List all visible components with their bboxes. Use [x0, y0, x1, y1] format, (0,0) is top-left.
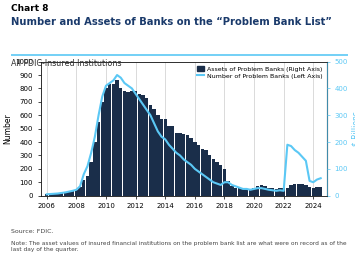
Bar: [149, 105, 152, 196]
Bar: [100, 102, 104, 196]
Bar: [134, 91, 137, 196]
Bar: [190, 138, 193, 196]
Bar: [160, 119, 163, 196]
Bar: [56, 193, 60, 196]
Bar: [130, 91, 133, 196]
Bar: [282, 188, 285, 196]
Text: Chart 8: Chart 8: [11, 4, 48, 13]
Bar: [212, 159, 215, 196]
Bar: [49, 194, 52, 196]
Bar: [278, 188, 282, 196]
Bar: [108, 84, 111, 196]
Bar: [315, 187, 319, 196]
Bar: [319, 187, 322, 196]
Bar: [75, 190, 78, 196]
Bar: [226, 181, 230, 196]
Bar: [82, 180, 86, 196]
Bar: [138, 94, 141, 196]
Bar: [241, 189, 245, 196]
Bar: [274, 189, 278, 196]
Bar: [89, 162, 93, 196]
Bar: [256, 185, 260, 196]
Bar: [230, 186, 234, 196]
Bar: [248, 190, 252, 196]
Bar: [286, 188, 289, 196]
Bar: [304, 185, 307, 196]
Bar: [289, 185, 293, 196]
Bar: [260, 185, 263, 196]
Bar: [97, 122, 100, 196]
Bar: [178, 133, 182, 196]
Bar: [293, 184, 296, 196]
Bar: [201, 149, 204, 196]
Text: Note: The asset values of insured financial institutions on the problem bank lis: Note: The asset values of insured financ…: [11, 241, 346, 252]
Bar: [182, 134, 185, 196]
Bar: [237, 188, 241, 196]
Bar: [208, 155, 211, 196]
Bar: [60, 193, 63, 196]
Bar: [204, 150, 208, 196]
Bar: [141, 95, 145, 196]
Y-axis label: $ Billions: $ Billions: [352, 111, 355, 146]
Bar: [308, 187, 311, 196]
Bar: [64, 192, 67, 196]
Bar: [156, 115, 159, 196]
Bar: [112, 84, 115, 196]
Bar: [45, 194, 48, 196]
Bar: [171, 126, 174, 196]
Bar: [312, 188, 315, 196]
Bar: [193, 142, 197, 196]
Bar: [164, 119, 167, 196]
Bar: [71, 191, 74, 196]
Bar: [104, 88, 108, 196]
Bar: [93, 142, 97, 196]
Bar: [297, 184, 300, 196]
Bar: [115, 80, 119, 196]
Text: All FDIC-Insured Institutions: All FDIC-Insured Institutions: [11, 59, 121, 68]
Bar: [223, 169, 226, 196]
Bar: [186, 135, 189, 196]
Bar: [167, 126, 171, 196]
Bar: [252, 188, 256, 196]
Bar: [234, 188, 237, 196]
Bar: [245, 189, 248, 196]
Text: Source: FDIC.: Source: FDIC.: [11, 229, 53, 234]
Bar: [123, 91, 126, 196]
Bar: [175, 133, 178, 196]
Bar: [152, 109, 156, 196]
Bar: [215, 162, 219, 196]
Bar: [267, 188, 271, 196]
Bar: [197, 145, 200, 196]
Bar: [126, 92, 130, 196]
Bar: [78, 187, 82, 196]
Bar: [300, 184, 304, 196]
Bar: [271, 188, 274, 196]
Legend: Assets of Problem Banks (Right Axis), Number of Problem Banks (Left Axis): Assets of Problem Banks (Right Axis), Nu…: [195, 65, 323, 80]
Bar: [53, 194, 56, 196]
Y-axis label: Number: Number: [4, 113, 12, 144]
Text: Number and Assets of Banks on the “Problem Bank List”: Number and Assets of Banks on the “Probl…: [11, 17, 332, 27]
Bar: [263, 186, 267, 196]
Bar: [119, 88, 122, 196]
Bar: [145, 98, 148, 196]
Bar: [219, 165, 223, 196]
Bar: [67, 192, 71, 196]
Bar: [86, 176, 89, 196]
